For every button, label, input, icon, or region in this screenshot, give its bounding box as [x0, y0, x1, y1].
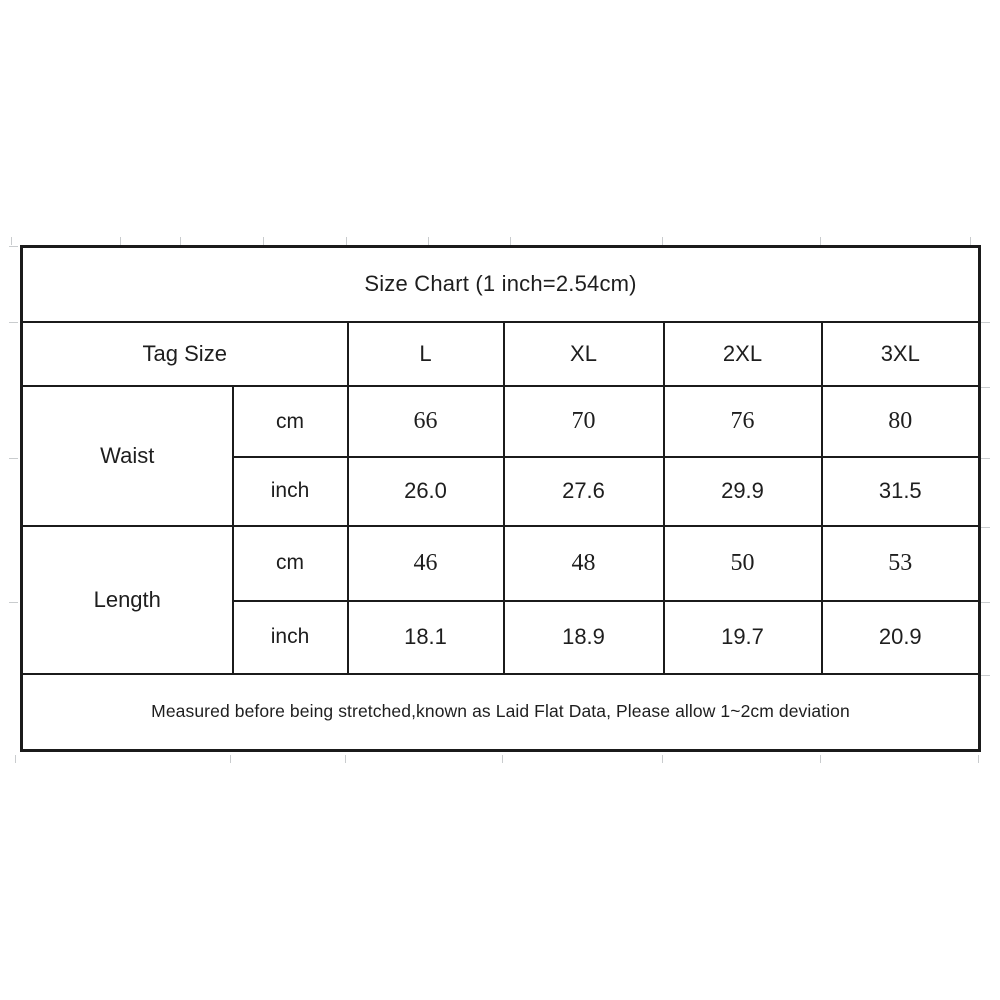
length-inch-unit-label: inch	[231, 599, 349, 675]
size-header-xl: XL	[502, 320, 665, 388]
grid-remnant-tick	[230, 755, 231, 763]
size-header-2xl: 2XL	[662, 320, 823, 388]
length-cm-value-2xl: 50	[662, 525, 823, 602]
grid-remnant-tick	[346, 237, 347, 245]
waist-inch-value-xl: 27.6	[502, 455, 665, 528]
grid-remnant-tick	[662, 755, 663, 763]
length-cm-value-3xl: 53	[820, 525, 981, 602]
tag-size-header: Tag Size	[20, 320, 349, 388]
grid-remnant-tick	[180, 237, 181, 245]
grid-remnant-tick	[970, 237, 971, 245]
waist-cm-value-l: 66	[346, 385, 505, 458]
grid-remnant-tick	[9, 458, 18, 459]
waist-inch-value-3xl: 31.5	[820, 455, 981, 528]
grid-remnant-tick	[981, 527, 990, 528]
grid-remnant-tick	[9, 246, 18, 247]
size-chart-table: Size Chart (1 inch=2.54cm) Tag Size L XL…	[20, 245, 982, 752]
waist-cm-value-xl: 70	[502, 385, 665, 458]
grid-remnant-tick	[9, 602, 18, 603]
measurement-note: Measured before being stretched,known as…	[20, 672, 981, 752]
length-inch-row: inch 18.1 18.9 19.7 20.9	[22, 599, 981, 675]
header-row: Tag Size L XL 2XL 3XL	[20, 320, 981, 388]
waist-inch-row: inch 26.0 27.6 29.9 31.5	[22, 455, 981, 528]
grid-remnant-tick	[981, 458, 990, 459]
grid-remnant-tick	[15, 755, 16, 763]
grid-remnant-tick	[510, 237, 511, 245]
waist-cm-unit-label: cm	[231, 385, 349, 458]
grid-remnant-tick	[820, 755, 821, 763]
title-row: Size Chart (1 inch=2.54cm)	[20, 245, 981, 323]
waist-inch-value-2xl: 29.9	[662, 455, 823, 528]
grid-remnant-tick	[263, 237, 264, 245]
waist-inch-value-l: 26.0	[346, 455, 505, 528]
length-cm-value-l: 46	[346, 525, 505, 602]
waist-cm-value-3xl: 80	[820, 385, 981, 458]
grid-remnant-tick	[981, 387, 990, 388]
length-cm-row: Length cm 46 48 50 53	[20, 525, 981, 675]
footer-row: Measured before being stretched,known as…	[20, 672, 981, 752]
grid-remnant-tick	[662, 237, 663, 245]
grid-remnant-tick	[820, 237, 821, 245]
length-inch-value-l: 18.1	[346, 599, 505, 675]
grid-remnant-tick	[981, 602, 990, 603]
waist-inch-unit-label: inch	[231, 455, 349, 528]
length-cm-unit-label: cm	[231, 525, 349, 602]
grid-remnant-tick	[428, 237, 429, 245]
grid-remnant-tick	[502, 755, 503, 763]
waist-cm-row: Waist cm 66 70 76 80	[20, 385, 981, 528]
row-label-waist: Waist	[20, 385, 234, 528]
row-label-length: Length	[20, 525, 234, 675]
grid-remnant-tick	[120, 237, 121, 245]
grid-remnant-tick	[978, 755, 979, 763]
length-inch-value-xl: 18.9	[502, 599, 665, 675]
grid-remnant-tick	[345, 755, 346, 763]
grid-remnant-tick	[11, 237, 12, 245]
grid-remnant-tick	[981, 322, 990, 323]
size-header-3xl: 3XL	[820, 320, 981, 388]
grid-remnant-tick	[9, 322, 18, 323]
length-inch-value-3xl: 20.9	[820, 599, 981, 675]
grid-remnant-tick	[981, 675, 990, 676]
length-cm-value-xl: 48	[502, 525, 665, 602]
waist-cm-value-2xl: 76	[662, 385, 823, 458]
table-title: Size Chart (1 inch=2.54cm)	[20, 245, 981, 323]
size-header-l: L	[346, 320, 505, 388]
length-inch-value-2xl: 19.7	[662, 599, 823, 675]
